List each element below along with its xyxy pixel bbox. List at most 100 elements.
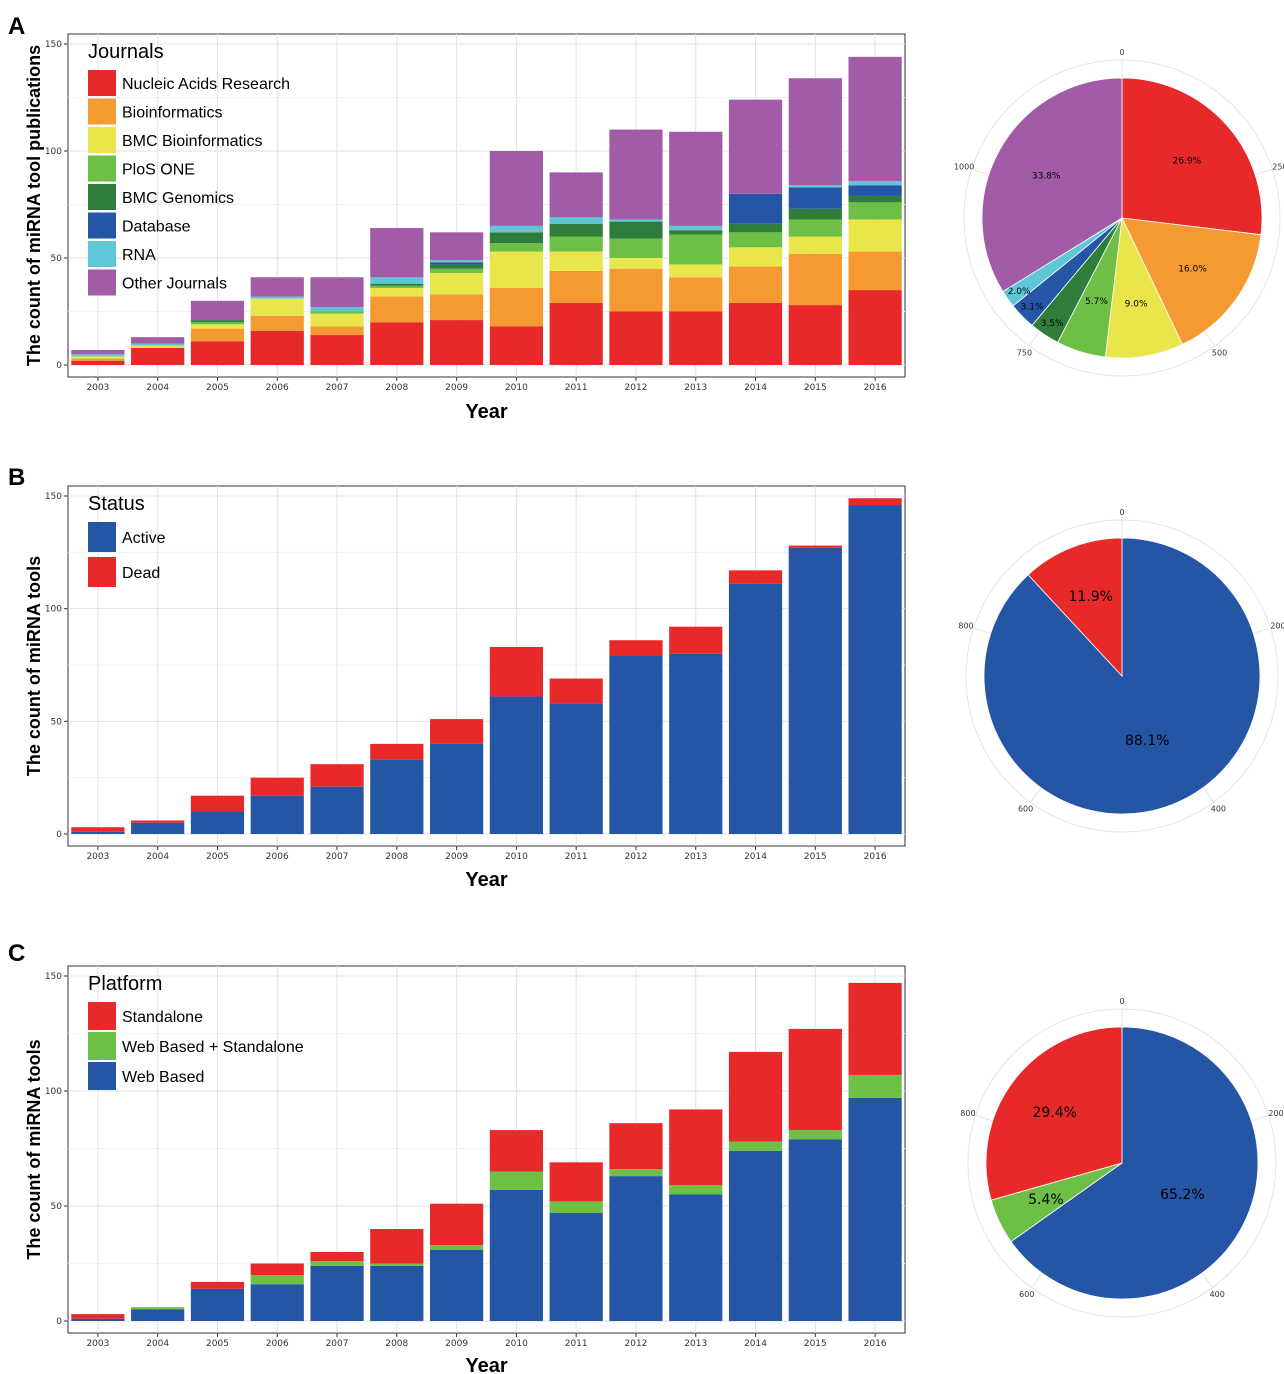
bar-active-2010 — [489, 696, 543, 834]
x-tick-label: 2015 — [804, 852, 827, 862]
bar-rna-2006 — [250, 296, 304, 299]
bar-rna-2009 — [430, 260, 484, 263]
y-tick-label: 100 — [45, 147, 62, 157]
y-tick-label: 100 — [45, 1087, 62, 1097]
bar-web-based-2005 — [190, 1288, 245, 1321]
bar-bmc-genomics-2013 — [669, 230, 723, 235]
pie-tick-line — [1254, 168, 1273, 176]
bar-other-journals-2004 — [131, 337, 185, 344]
legend-swatch — [88, 184, 116, 210]
bar-bmc-bioinformatics-2013 — [669, 264, 723, 278]
bar-nucleic-acids-research-2006 — [250, 330, 304, 365]
bar-web-based-2009 — [430, 1249, 484, 1321]
bar-web-based-2012 — [609, 1176, 663, 1321]
bar-bmc-bioinformatics-2004 — [131, 345, 185, 348]
panel-a: A 0 50 100 150 2003 2004 2005 2006 2007 2008 2009 20… — [8, 13, 1284, 423]
bar-other-journals-2013 — [669, 131, 723, 226]
x-tick-label: 2006 — [266, 852, 289, 862]
bar-dead-2003 — [71, 827, 125, 832]
bar-web-based-2007 — [310, 1265, 364, 1321]
bar-web-based-standalone-2014 — [728, 1141, 783, 1151]
bar-bmc-bioinformatics-2015 — [788, 236, 842, 254]
legend-entry: BMC Bioinformatics — [122, 133, 262, 150]
bar-bmc-genomics-2011 — [549, 223, 603, 237]
x-tick-label: 2008 — [385, 1339, 408, 1349]
legend-entry: Database — [122, 219, 191, 236]
bar-rna-2004 — [131, 343, 185, 346]
bar-other-journals-2010 — [489, 151, 543, 226]
bar-standalone-2008 — [370, 1229, 424, 1264]
bar-nucleic-acids-research-2005 — [190, 341, 245, 365]
bar-active-2013 — [669, 653, 723, 834]
bar-standalone-2007 — [310, 1252, 364, 1262]
legend-swatch — [88, 1032, 116, 1060]
bar-web-based-2011 — [549, 1212, 603, 1321]
legend-entry: Other Journals — [122, 276, 227, 293]
pie-slice-bmc_bioinformatics — [1104, 216, 1183, 359]
pie-chart: 0 200 400 600 800 88.1% 11.9% — [958, 508, 1284, 833]
legend: Status Active Dead — [88, 493, 166, 587]
pie-tick-line — [1251, 1114, 1269, 1122]
pie-slice-label: 2.0% — [1008, 287, 1031, 297]
bar-active-2009 — [430, 743, 484, 834]
bar-web-based-2016 — [848, 1097, 902, 1321]
bar-web-based-2015 — [788, 1139, 842, 1321]
bar-database-2014 — [728, 193, 783, 224]
bar-active-2014 — [728, 583, 783, 834]
x-tick-label: 2013 — [684, 383, 707, 393]
bar-dead-2008 — [370, 743, 424, 760]
bar-web-based-standalone-2006 — [250, 1275, 304, 1285]
legend-entry: Nucleic Acids Research — [122, 76, 290, 93]
bar-plos-one-2012 — [609, 238, 663, 258]
bar-dead-2005 — [190, 795, 245, 812]
pie-slice-label: 88.1% — [1125, 733, 1169, 749]
pie-chart: 0 250 500 750 1000 26.9% 16.0% 9.0% 5.7% 3.5% 3.1%… — [954, 48, 1284, 377]
bar-dead-2014 — [728, 570, 783, 584]
bar-bmc-bioinformatics-2003 — [71, 356, 125, 359]
legend-swatch — [88, 241, 116, 267]
bar-standalone-2003 — [71, 1314, 125, 1319]
bar-bioinformatics-2005 — [190, 328, 245, 342]
bar-nucleic-acids-research-2003 — [71, 360, 125, 365]
bar-bmc-genomics-2009 — [430, 264, 484, 269]
y-tick-label: 150 — [45, 40, 62, 50]
x-tick-label: 2009 — [445, 852, 468, 862]
bar-bioinformatics-2011 — [549, 270, 603, 303]
y-axis-label: The count of miRNA tool publications — [24, 45, 44, 366]
bar-web-based-standalone-2008 — [370, 1263, 424, 1266]
legend-entry: Dead — [122, 565, 160, 582]
y-axis-label: The count of miRNA tools — [24, 1039, 44, 1259]
bar-database-2016 — [848, 185, 902, 196]
pie-tick-label: 500 — [1212, 348, 1227, 357]
bar-dead-2004 — [131, 820, 185, 823]
bar-web-based-standalone-2016 — [848, 1074, 902, 1098]
bar-web-based-standalone-2015 — [788, 1130, 842, 1140]
bar-standalone-2006 — [250, 1263, 304, 1275]
bar-nucleic-acids-research-2012 — [609, 311, 663, 365]
x-tick-label: 2010 — [505, 852, 528, 862]
x-tick-label: 2014 — [744, 383, 767, 393]
pie-slice-label: 29.4% — [1032, 1105, 1076, 1121]
bar-bioinformatics-2016 — [848, 251, 902, 291]
legend-entry: Active — [122, 530, 166, 547]
x-tick-label: 2016 — [864, 852, 887, 862]
y-tick-label: 0 — [56, 361, 62, 371]
bar-dead-2009 — [430, 719, 484, 744]
bar-other-journals-2007 — [310, 277, 364, 308]
pie-tick-label: 200 — [1268, 1109, 1283, 1118]
bar-other-journals-2016 — [848, 56, 902, 181]
bar-other-journals-2012 — [609, 129, 663, 220]
pie-tick-label: 800 — [960, 1109, 975, 1118]
pie-slice-label: 65.2% — [1160, 1187, 1204, 1203]
bar-nucleic-acids-research-2014 — [728, 302, 783, 365]
bar-nucleic-acids-research-2010 — [489, 326, 543, 365]
bar-bmc-bioinformatics-2012 — [609, 258, 663, 269]
x-tick-label: 2003 — [86, 1339, 109, 1349]
bar-rna-2011 — [549, 217, 603, 224]
legend-title: Platform — [88, 973, 162, 995]
bar-web-based-2003 — [71, 1318, 125, 1321]
panel-b: B 0 50 100 150 2003 2004 2005 2006 2007 2008 2009 20… — [8, 464, 1284, 891]
pie-slice-label: 33.8% — [1032, 172, 1061, 182]
bar-web-based-2013 — [669, 1194, 723, 1321]
legend-swatch — [88, 70, 116, 96]
